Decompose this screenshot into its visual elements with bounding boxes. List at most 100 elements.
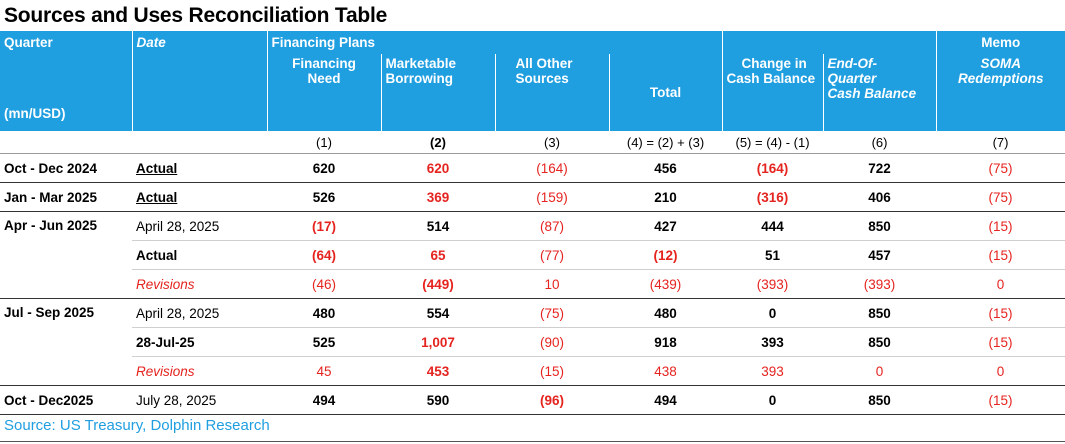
value-cell: 0: [936, 269, 1065, 299]
value-cell: (15): [936, 211, 1065, 241]
table-row: Oct - Dec2025 July 28, 2025 494 590 (96)…: [0, 385, 1065, 415]
date-cell: Actual: [132, 240, 267, 270]
bottom-rule: [0, 441, 1065, 442]
col-soma-redemptions: SOMA Redemptions: [936, 54, 1065, 131]
reconciliation-table: Quarter (mn/USD) Date Financing Plans Me…: [0, 31, 1065, 415]
col-total: Total: [609, 54, 723, 131]
value-cell: 554: [381, 298, 495, 328]
value-cell: 480: [609, 298, 723, 328]
table-row: Actual (64) 65 (77) (12) 51 457 (15): [0, 240, 1065, 270]
value-cell: (15): [936, 298, 1065, 328]
value-cell: (96): [495, 385, 609, 415]
number-cell: (2): [381, 131, 495, 154]
value-cell: 480: [267, 298, 381, 328]
col-all-other-sources-line2: Sources: [515, 71, 569, 86]
value-cell: 456: [609, 153, 723, 183]
col-end-of-quarter-line1: End-Of-: [827, 56, 878, 71]
value-cell: (17): [267, 211, 381, 241]
col-end-of-quarter: End-Of- Quarter Cash Balance: [823, 54, 937, 131]
col-financing-need: Financing Need: [267, 54, 382, 131]
col-all-other-sources: All Other Sources: [495, 54, 610, 131]
date-cell: 28-Jul-25: [132, 327, 267, 357]
col-all-other-sources-line1: All Other: [515, 56, 573, 71]
col-change-in-cash-line2: Cash Balance: [726, 71, 816, 86]
value-cell: (77): [495, 240, 609, 270]
value-cell: (15): [495, 356, 609, 386]
value-cell: 10: [495, 269, 609, 299]
number-cell-blank: [132, 131, 267, 154]
quarter-cell: Apr - Jun 2025: [0, 211, 132, 299]
quarter-label: Quarter: [4, 35, 53, 50]
value-cell: (75): [495, 298, 609, 328]
value-cell: (393): [823, 269, 937, 299]
date-cell: Revisions: [132, 356, 267, 386]
col-soma-line2: Redemptions: [958, 71, 1044, 86]
value-cell: (15): [936, 327, 1065, 357]
value-cell: 525: [267, 327, 381, 357]
value-cell: 850: [823, 211, 937, 241]
value-cell: 526: [267, 182, 381, 212]
value-cell: 1,007: [381, 327, 495, 357]
column-number-row: (1) (2) (3) (4) = (2) + (3) (5) = (4) - …: [0, 131, 1065, 154]
value-cell: (439): [609, 269, 723, 299]
col-soma-line1: SOMA: [980, 56, 1022, 71]
date-cell: July 28, 2025: [132, 385, 267, 415]
value-cell: 494: [267, 385, 381, 415]
value-cell: 0: [722, 298, 824, 328]
value-cell: 590: [381, 385, 495, 415]
value-cell: 45: [267, 356, 381, 386]
value-cell: 51: [722, 240, 824, 270]
quarter-header: Quarter (mn/USD): [0, 31, 133, 131]
date-cell: April 28, 2025: [132, 298, 267, 328]
value-cell: 0: [936, 356, 1065, 386]
quarter-cell: Oct - Dec2025: [0, 385, 132, 415]
value-cell: 393: [722, 356, 824, 386]
number-cell: (5) = (4) - (1): [722, 131, 824, 154]
value-cell: (164): [495, 153, 609, 183]
date-cell: Actual: [132, 153, 267, 183]
value-cell: (75): [936, 182, 1065, 212]
value-cell: 369: [381, 182, 495, 212]
col-change-in-cash: Change in Cash Balance: [722, 54, 824, 131]
value-cell: (46): [267, 269, 381, 299]
date-cell: Actual: [132, 182, 267, 212]
value-cell: (159): [495, 182, 609, 212]
memo-header: Memo: [936, 31, 1065, 54]
blank-group-header: [722, 31, 937, 54]
value-cell: (75): [936, 153, 1065, 183]
quarter-cell: Oct - Dec 2024: [0, 153, 132, 183]
table-row: Apr - Jun 2025 April 28, 2025 (17) 514 (…: [0, 211, 1065, 299]
value-cell: 0: [722, 385, 824, 415]
value-cell: 918: [609, 327, 723, 357]
col-marketable-borrowing-line1: Marketable: [385, 56, 457, 71]
quarter-cell: Jul - Sep 2025: [0, 298, 132, 386]
table-row: Oct - Dec 2024 Actual 620 620 (164) 456 …: [0, 153, 1065, 183]
date-header: Date: [132, 31, 268, 131]
table-row: Jan - Mar 2025 Actual 526 369 (159) 210 …: [0, 182, 1065, 212]
col-change-in-cash-line1: Change in: [741, 56, 807, 71]
value-cell: 494: [609, 385, 723, 415]
value-cell: 444: [722, 211, 824, 241]
value-cell: 457: [823, 240, 937, 270]
value-cell: 850: [823, 298, 937, 328]
financing-plans-header: Financing Plans: [267, 31, 723, 54]
value-cell: 438: [609, 356, 723, 386]
unit-label: (mn/USD): [4, 106, 66, 121]
value-cell: (449): [381, 269, 495, 299]
page-title: Sources and Uses Reconciliation Table: [4, 4, 388, 27]
value-cell: 427: [609, 211, 723, 241]
number-cell: (3): [495, 131, 609, 154]
value-cell: 722: [823, 153, 937, 183]
quarter-cell: Jan - Mar 2025: [0, 182, 132, 212]
date-cell: Revisions: [132, 269, 267, 299]
col-end-of-quarter-line2: Quarter: [827, 71, 877, 86]
value-cell: 620: [267, 153, 381, 183]
value-cell: 393: [722, 327, 824, 357]
value-cell: (64): [267, 240, 381, 270]
value-cell: 406: [823, 182, 937, 212]
col-financing-need-line2: Need: [307, 71, 341, 86]
table-row: Jul - Sep 2025 April 28, 2025 480 554 (7…: [0, 298, 1065, 386]
value-cell: (316): [722, 182, 824, 212]
value-cell: 453: [381, 356, 495, 386]
value-cell: (15): [936, 385, 1065, 415]
